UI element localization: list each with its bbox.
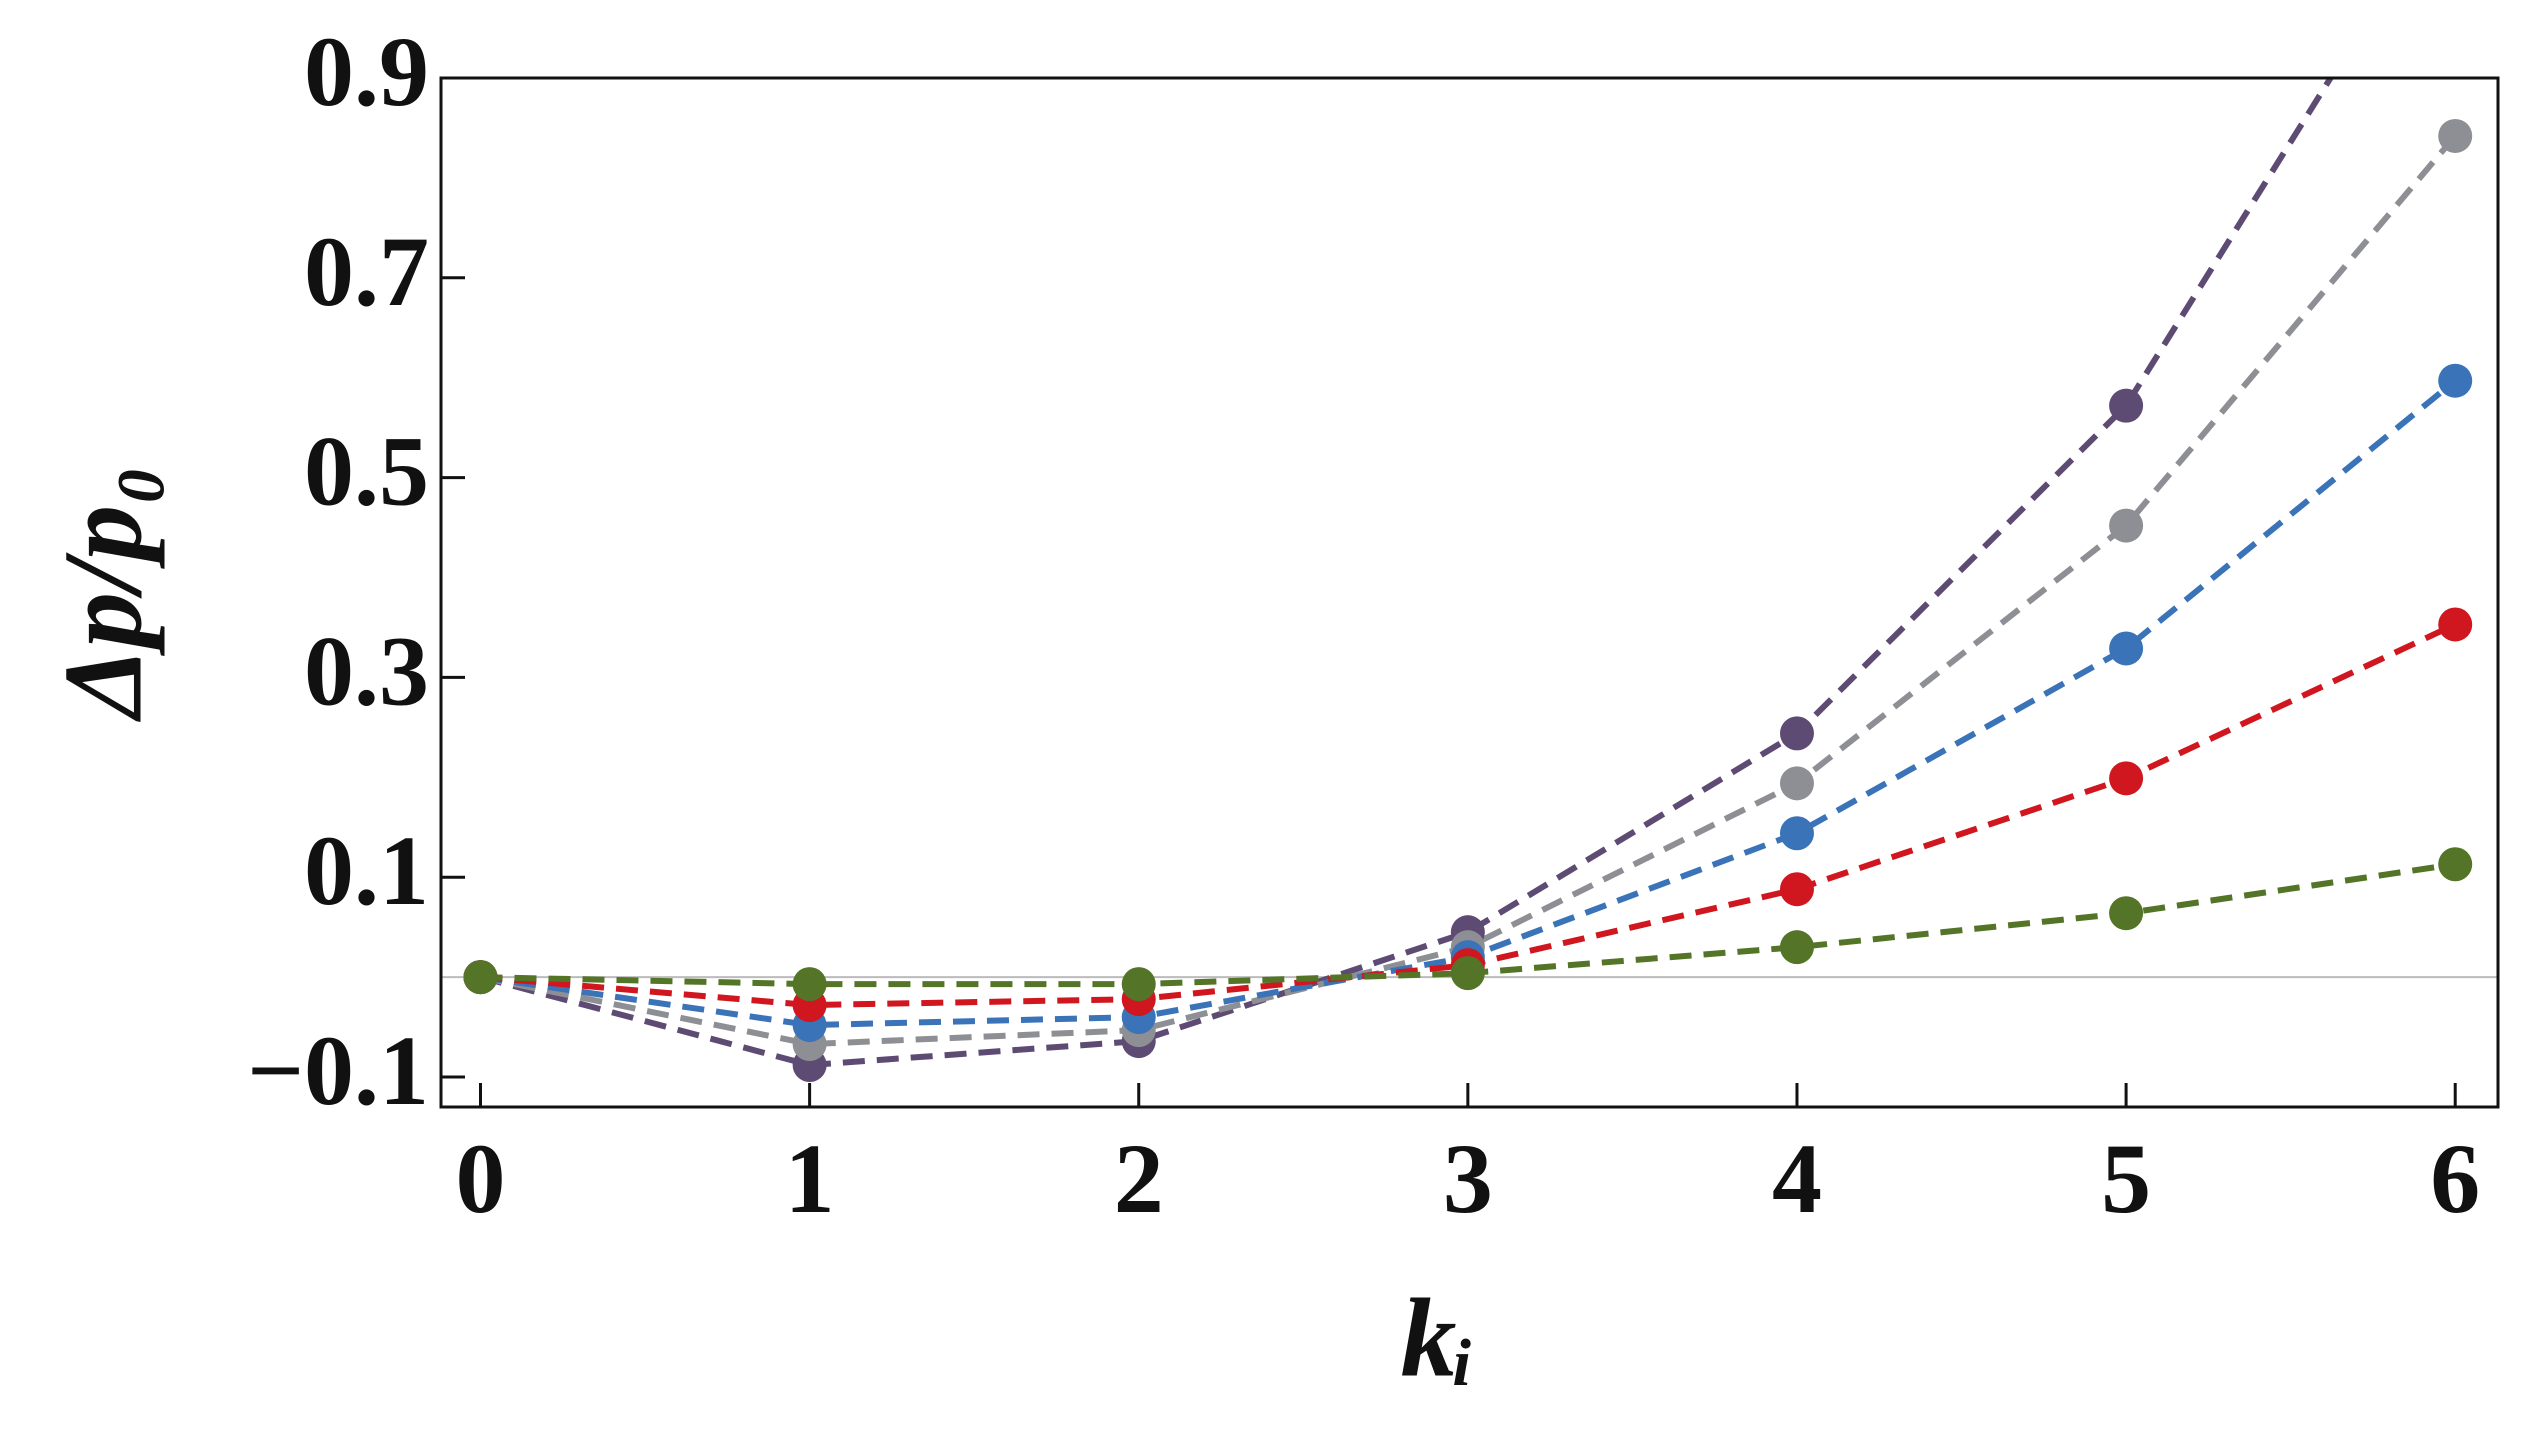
y-tick-label: 0.5 bbox=[304, 416, 429, 527]
data-point bbox=[1450, 956, 1485, 991]
plot-frame bbox=[439, 76, 2500, 1109]
data-point bbox=[1779, 872, 1814, 907]
data-point bbox=[2109, 508, 2144, 543]
data-point bbox=[1779, 930, 1814, 965]
x-tick-label: 6 bbox=[2430, 1123, 2480, 1234]
x-tick-label: 3 bbox=[1443, 1123, 1493, 1234]
data-point bbox=[2438, 607, 2473, 642]
y-tick-label: −0.1 bbox=[247, 1015, 429, 1126]
y-tick-label: 0.3 bbox=[304, 615, 429, 726]
y-tick-label: 0.7 bbox=[304, 216, 429, 327]
y-tick-label: 0.9 bbox=[304, 16, 429, 127]
y-tick-label: 0.1 bbox=[304, 815, 429, 926]
data-point bbox=[2438, 363, 2473, 398]
data-point bbox=[2438, 847, 2473, 882]
x-tick-label: 0 bbox=[455, 1123, 505, 1234]
x-tick-label: 2 bbox=[1114, 1123, 1164, 1234]
plot-area bbox=[441, 78, 2498, 1083]
data-point bbox=[2109, 896, 2144, 931]
x-tick-label: 1 bbox=[785, 1123, 835, 1234]
data-point bbox=[1779, 816, 1814, 851]
data-point bbox=[1779, 766, 1814, 801]
data-point bbox=[1779, 716, 1814, 751]
data-point bbox=[792, 967, 827, 1002]
data-point bbox=[2109, 631, 2144, 666]
y-axis-label: Δp/p₀ bbox=[42, 466, 166, 722]
data-point bbox=[2438, 118, 2473, 153]
data-point bbox=[2109, 388, 2144, 423]
x-axis-label: kᵢ bbox=[1401, 1277, 1476, 1401]
x-tick-label: 5 bbox=[2101, 1123, 2151, 1234]
x-tick-label: 4 bbox=[1772, 1123, 1822, 1234]
data-point bbox=[2109, 761, 2144, 796]
data-point bbox=[1121, 967, 1156, 1002]
data-point bbox=[463, 960, 498, 995]
